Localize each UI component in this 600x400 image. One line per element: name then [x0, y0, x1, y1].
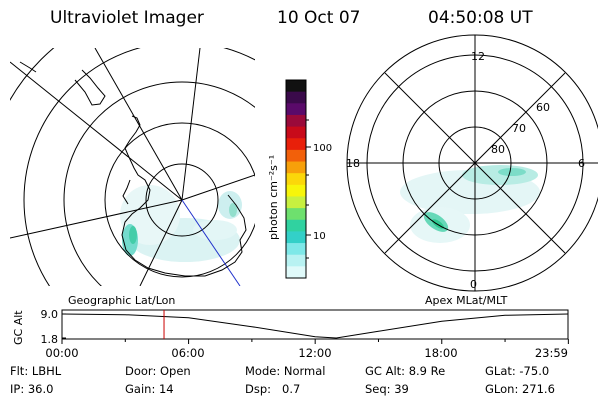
colorbar: 100 10 photon cm⁻²s⁻¹: [267, 79, 332, 279]
geo-meridians: [10, 48, 255, 286]
status-filter: Flt: LBHL: [10, 364, 62, 378]
mlt-label-0: 0: [470, 278, 477, 291]
y-tick-9: 9.0: [41, 308, 59, 321]
geo-aurora: [120, 185, 242, 262]
status-door: Door: Open: [125, 364, 191, 378]
y-tick-1-8: 1.8: [41, 333, 59, 346]
apex-label: Apex MLat/MLT: [425, 294, 508, 307]
status-gain: Gain: 14: [125, 382, 174, 396]
colorbar-cell: [286, 266, 306, 279]
mlt-label-12: 12: [471, 50, 485, 63]
timeline-frame: [61, 309, 569, 340]
status-ip: IP: 36.0: [10, 382, 54, 396]
colorbar-tick-10: 10: [313, 231, 326, 242]
status-gc-alt: GC Alt: 8.9 Re: [365, 364, 446, 378]
colorbar-cell: [286, 219, 306, 233]
instrument-title: Ultraviolet Imager: [50, 8, 204, 28]
status-dsp: Dsp: 0.7: [245, 382, 301, 396]
colorbar-cell: [286, 138, 306, 151]
colorbar-cell: [286, 243, 306, 256]
geo-coastline: [19, 61, 247, 277]
mlt-label-18: 18: [346, 157, 360, 170]
mlat-label-60: 60: [536, 101, 550, 114]
x-tick-12: 12:00: [298, 346, 331, 360]
x-tick-2359: 23:59: [535, 346, 568, 360]
colorbar-tick-100: 100: [313, 143, 332, 154]
colorbar-unit: photon cm⁻²s⁻¹: [267, 155, 280, 240]
x-tick-06: 06:00: [171, 346, 204, 360]
colorbar-cell: [286, 231, 306, 244]
status-glon: GLon: 271.6: [485, 382, 555, 396]
geo-lat-circles: [10, 48, 255, 286]
colorbar-cell: [286, 184, 306, 198]
colorbar-cell: [286, 103, 306, 116]
colorbar-cell: [286, 196, 306, 209]
colorbar-cell: [286, 149, 306, 163]
timeline-axis-label: GC Alt: [12, 310, 25, 345]
status-mode: Mode: Normal: [245, 364, 326, 378]
colorbar-cell: [286, 91, 306, 104]
geographic-label: Geographic Lat/Lon: [68, 294, 175, 307]
colorbar-cell: [286, 161, 306, 174]
colorbar-cell: [286, 208, 306, 221]
status-glat: GLat: -75.0: [485, 364, 550, 378]
timeline-chart: GC Alt 9.0 1.8 00:00 06:00 12:00 18:00 2…: [12, 308, 569, 360]
mlat-label-70: 70: [512, 122, 526, 135]
image-time: 04:50:08 UT: [428, 8, 533, 28]
status-seq: Seq: 39: [365, 382, 409, 396]
x-tick-18: 18:00: [424, 346, 457, 360]
gc-alt-curve: [61, 313, 569, 339]
apex-map: 12 18 6 0 60 70 80: [346, 30, 600, 300]
x-tick-00: 00:00: [45, 346, 78, 360]
colorbar-cell: [286, 254, 306, 267]
mlt-label-6: 6: [578, 157, 585, 170]
mlat-label-80: 80: [491, 143, 505, 156]
geographic-map: [10, 48, 255, 286]
geo-terminator: [181, 199, 241, 286]
image-date: 10 Oct 07: [277, 8, 361, 28]
colorbar-cell: [286, 114, 306, 128]
colorbar-cell: [286, 80, 306, 93]
colorbar-cell: [286, 173, 306, 186]
colorbar-cell: [286, 126, 306, 139]
